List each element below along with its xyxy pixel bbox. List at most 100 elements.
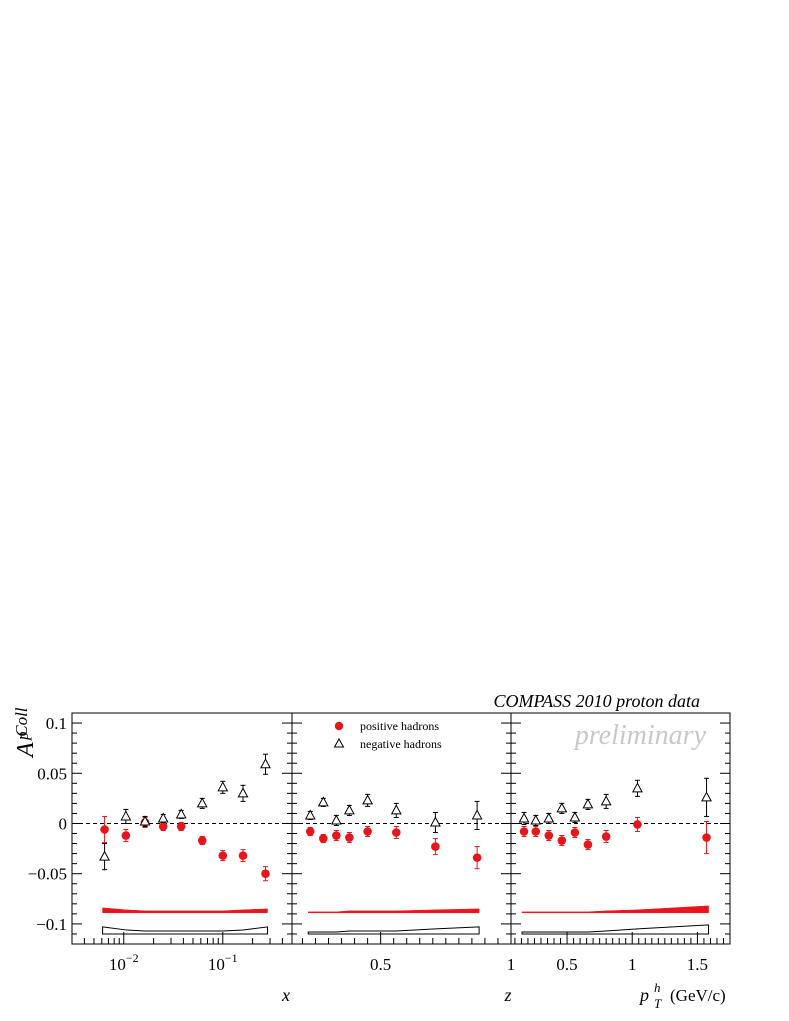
data-point-negative: [429, 816, 441, 827]
series-positive-hadrons: [305, 825, 482, 870]
x-axis-title-pT-sup: h: [654, 980, 661, 995]
data-point-positive: [318, 834, 328, 843]
x-axis-title-z: z: [503, 985, 511, 1005]
data-point-positive: [261, 869, 270, 878]
series-negative-hadrons: [518, 777, 712, 826]
panel-frame: [510, 712, 731, 945]
y-tick-label: −0.05: [28, 865, 67, 884]
data-point-positive: [570, 828, 580, 837]
systematic-band-negative: [521, 924, 710, 935]
data-point-positive: [218, 851, 228, 860]
legend-marker-positive: [334, 721, 344, 731]
systematic-band-positive: [521, 905, 709, 914]
data-point-negative: [330, 814, 342, 825]
systematic-band-positive: [102, 907, 268, 914]
systematic-band-negative: [102, 926, 269, 935]
data-point-positive: [100, 825, 109, 834]
data-point-negative: [530, 814, 542, 825]
y-axis-title-main: A: [13, 742, 39, 759]
series-positive-hadrons: [519, 816, 711, 855]
data-point-negative: [543, 812, 555, 823]
data-point-positive: [238, 851, 248, 860]
data-point-negative: [600, 795, 612, 806]
x-tick-label: 10−1: [208, 951, 238, 974]
x-axis-title-pT-main: p: [638, 985, 649, 1005]
systematic-band-positive: [308, 908, 480, 914]
x-axis-title-pT-sub: T: [654, 996, 662, 1011]
preliminary-watermark: preliminary: [573, 720, 707, 751]
data-point-positive: [431, 842, 440, 851]
panel-x: 10−2 10−1: [71, 712, 293, 974]
y-tick-labels: 0.1 0.05 0 −0.05 −0.1: [28, 714, 67, 934]
x-axis-title-pT-unit: (GeV/c): [670, 986, 726, 1005]
data-point-positive: [121, 831, 131, 840]
x-axis-title-pT: p h T (GeV/c): [638, 980, 726, 1011]
data-point-negative: [157, 812, 169, 823]
data-point-positive: [702, 833, 711, 842]
legend-marker-negative: [333, 737, 345, 748]
data-point-positive: [583, 840, 593, 849]
y-tick-label: 0: [59, 814, 68, 833]
panel-pT: 0.5 1 1.5: [510, 712, 731, 974]
data-point-negative: [237, 787, 249, 798]
data-point-negative: [304, 809, 316, 820]
y-axis-title: A Coll p: [12, 707, 39, 759]
data-point-positive: [557, 836, 567, 845]
y-tick-label: 0.05: [37, 764, 67, 783]
y-axis-title-sup: p: [13, 732, 32, 742]
data-point-negative: [260, 758, 271, 769]
systematic-band-negative: [307, 926, 480, 935]
x-tick-label: 0.5: [370, 955, 391, 974]
data-point-negative: [556, 802, 568, 813]
x-tick-label: 1: [507, 955, 516, 974]
data-point-negative: [99, 850, 111, 861]
data-point-positive: [305, 827, 315, 836]
data-point-positive: [176, 822, 186, 831]
data-point-negative: [582, 798, 594, 809]
data-point-positive: [531, 827, 541, 836]
data-point-negative: [390, 804, 402, 815]
data-point-negative: [217, 781, 229, 792]
y-tick-label: 0.1: [46, 714, 67, 733]
x-tick-label: 10−2: [109, 951, 139, 974]
x-tick-label: 0.5: [556, 955, 577, 974]
y-ticks: [72, 712, 292, 945]
x-tick-label: 1.5: [687, 955, 708, 974]
data-point-negative: [139, 815, 151, 826]
data-point-positive: [472, 853, 482, 862]
series-negative-hadrons: [304, 793, 483, 834]
data-point-positive: [601, 832, 611, 841]
data-point-negative: [343, 804, 355, 815]
data-point-negative: [632, 782, 643, 793]
data-point-negative: [569, 811, 581, 822]
collaboration-label: COMPASS 2010 proton data: [493, 691, 700, 711]
y-tick-label: −0.1: [36, 915, 67, 934]
legend-label-positive: positive hadrons: [360, 719, 439, 733]
x-axis-title-x: x: [281, 985, 290, 1005]
legend: positive hadrons negative hadrons: [333, 719, 442, 751]
data-point-negative: [362, 794, 374, 805]
data-point-positive: [197, 836, 207, 845]
data-point-positive: [363, 827, 372, 836]
data-point-positive: [391, 828, 401, 837]
x-tick-label: 1: [628, 955, 637, 974]
svg-text:A Coll: A Coll: [12, 707, 39, 759]
x-ticks: [301, 932, 512, 944]
data-point-positive: [519, 827, 529, 836]
data-point-negative: [120, 810, 132, 821]
data-point-negative: [196, 797, 208, 808]
data-point-positive: [332, 831, 341, 840]
data-point-positive: [158, 822, 168, 831]
legend-label-negative: negative hadrons: [360, 737, 442, 751]
data-point-negative: [701, 791, 712, 802]
data-point-negative: [518, 812, 530, 823]
data-point-positive: [345, 833, 354, 842]
data-point-negative: [175, 808, 187, 819]
y-ticks: [292, 712, 511, 945]
data-point-positive: [544, 831, 554, 840]
series-positive-hadrons: [100, 815, 270, 882]
x-ticks: [514, 932, 731, 944]
data-point-positive: [633, 820, 642, 829]
data-point-negative: [471, 809, 483, 820]
